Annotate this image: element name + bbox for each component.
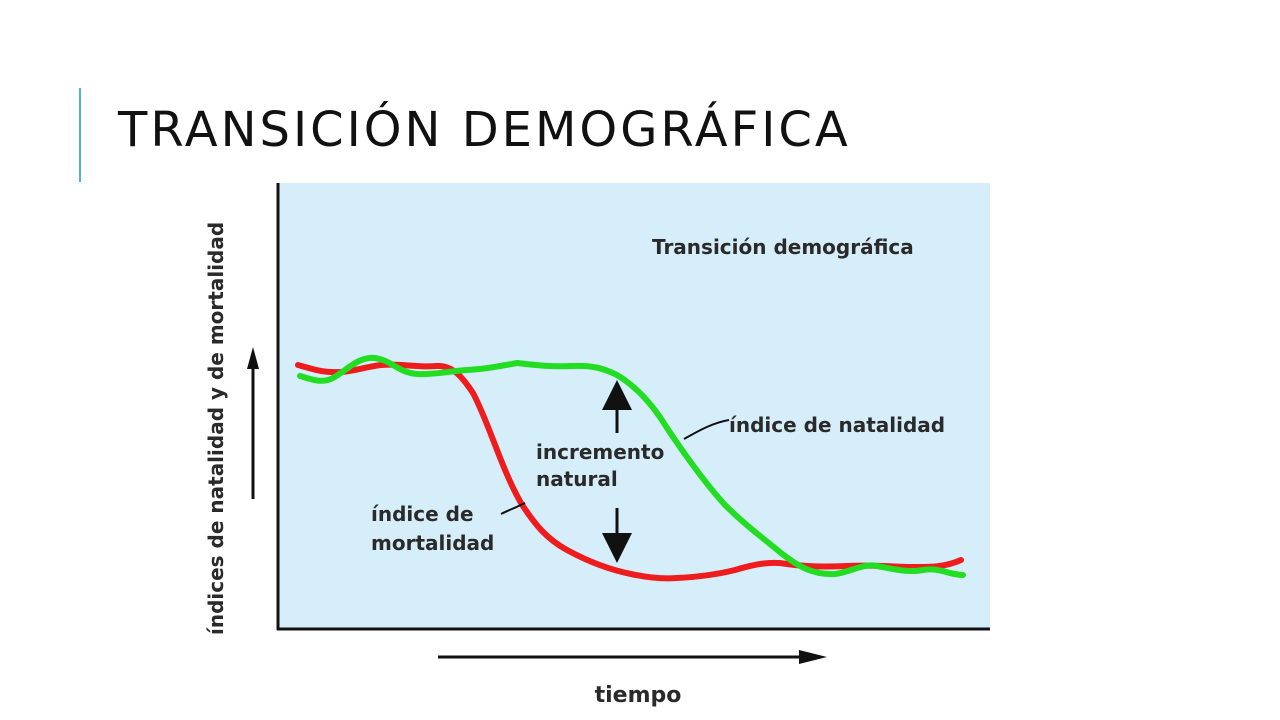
birth-rate-leader-line bbox=[683, 419, 730, 440]
x-axis-label: tiempo bbox=[595, 683, 682, 708]
natural-increase-label-line2: natural bbox=[536, 467, 618, 491]
y-axis-label: índices de natalidad y de mortalidad bbox=[204, 222, 228, 635]
diagram-canvas: índices de natalidad y de mortalidad tie… bbox=[204, 183, 990, 708]
title-accent-bar bbox=[79, 88, 81, 182]
death-rate-label-line1: índice de bbox=[371, 502, 474, 526]
plot-background bbox=[278, 183, 990, 628]
diagram-inner-title: Transición demográfica bbox=[652, 235, 914, 259]
birth-rate-curve bbox=[297, 354, 966, 578]
slide-title: TRANSICIÓN DEMOGRÁFICA bbox=[118, 102, 851, 158]
demographic-transition-diagram: índices de natalidad y de mortalidad tie… bbox=[195, 183, 995, 720]
y-arrow-head bbox=[247, 347, 259, 369]
death-rate-leader-line bbox=[500, 502, 526, 515]
x-arrow-head bbox=[799, 650, 827, 664]
birth-rate-label: índice de natalidad bbox=[729, 413, 945, 437]
death-rate-label-line2: mortalidad bbox=[371, 531, 494, 555]
natural-increase-label-line1: incremento bbox=[536, 440, 664, 464]
